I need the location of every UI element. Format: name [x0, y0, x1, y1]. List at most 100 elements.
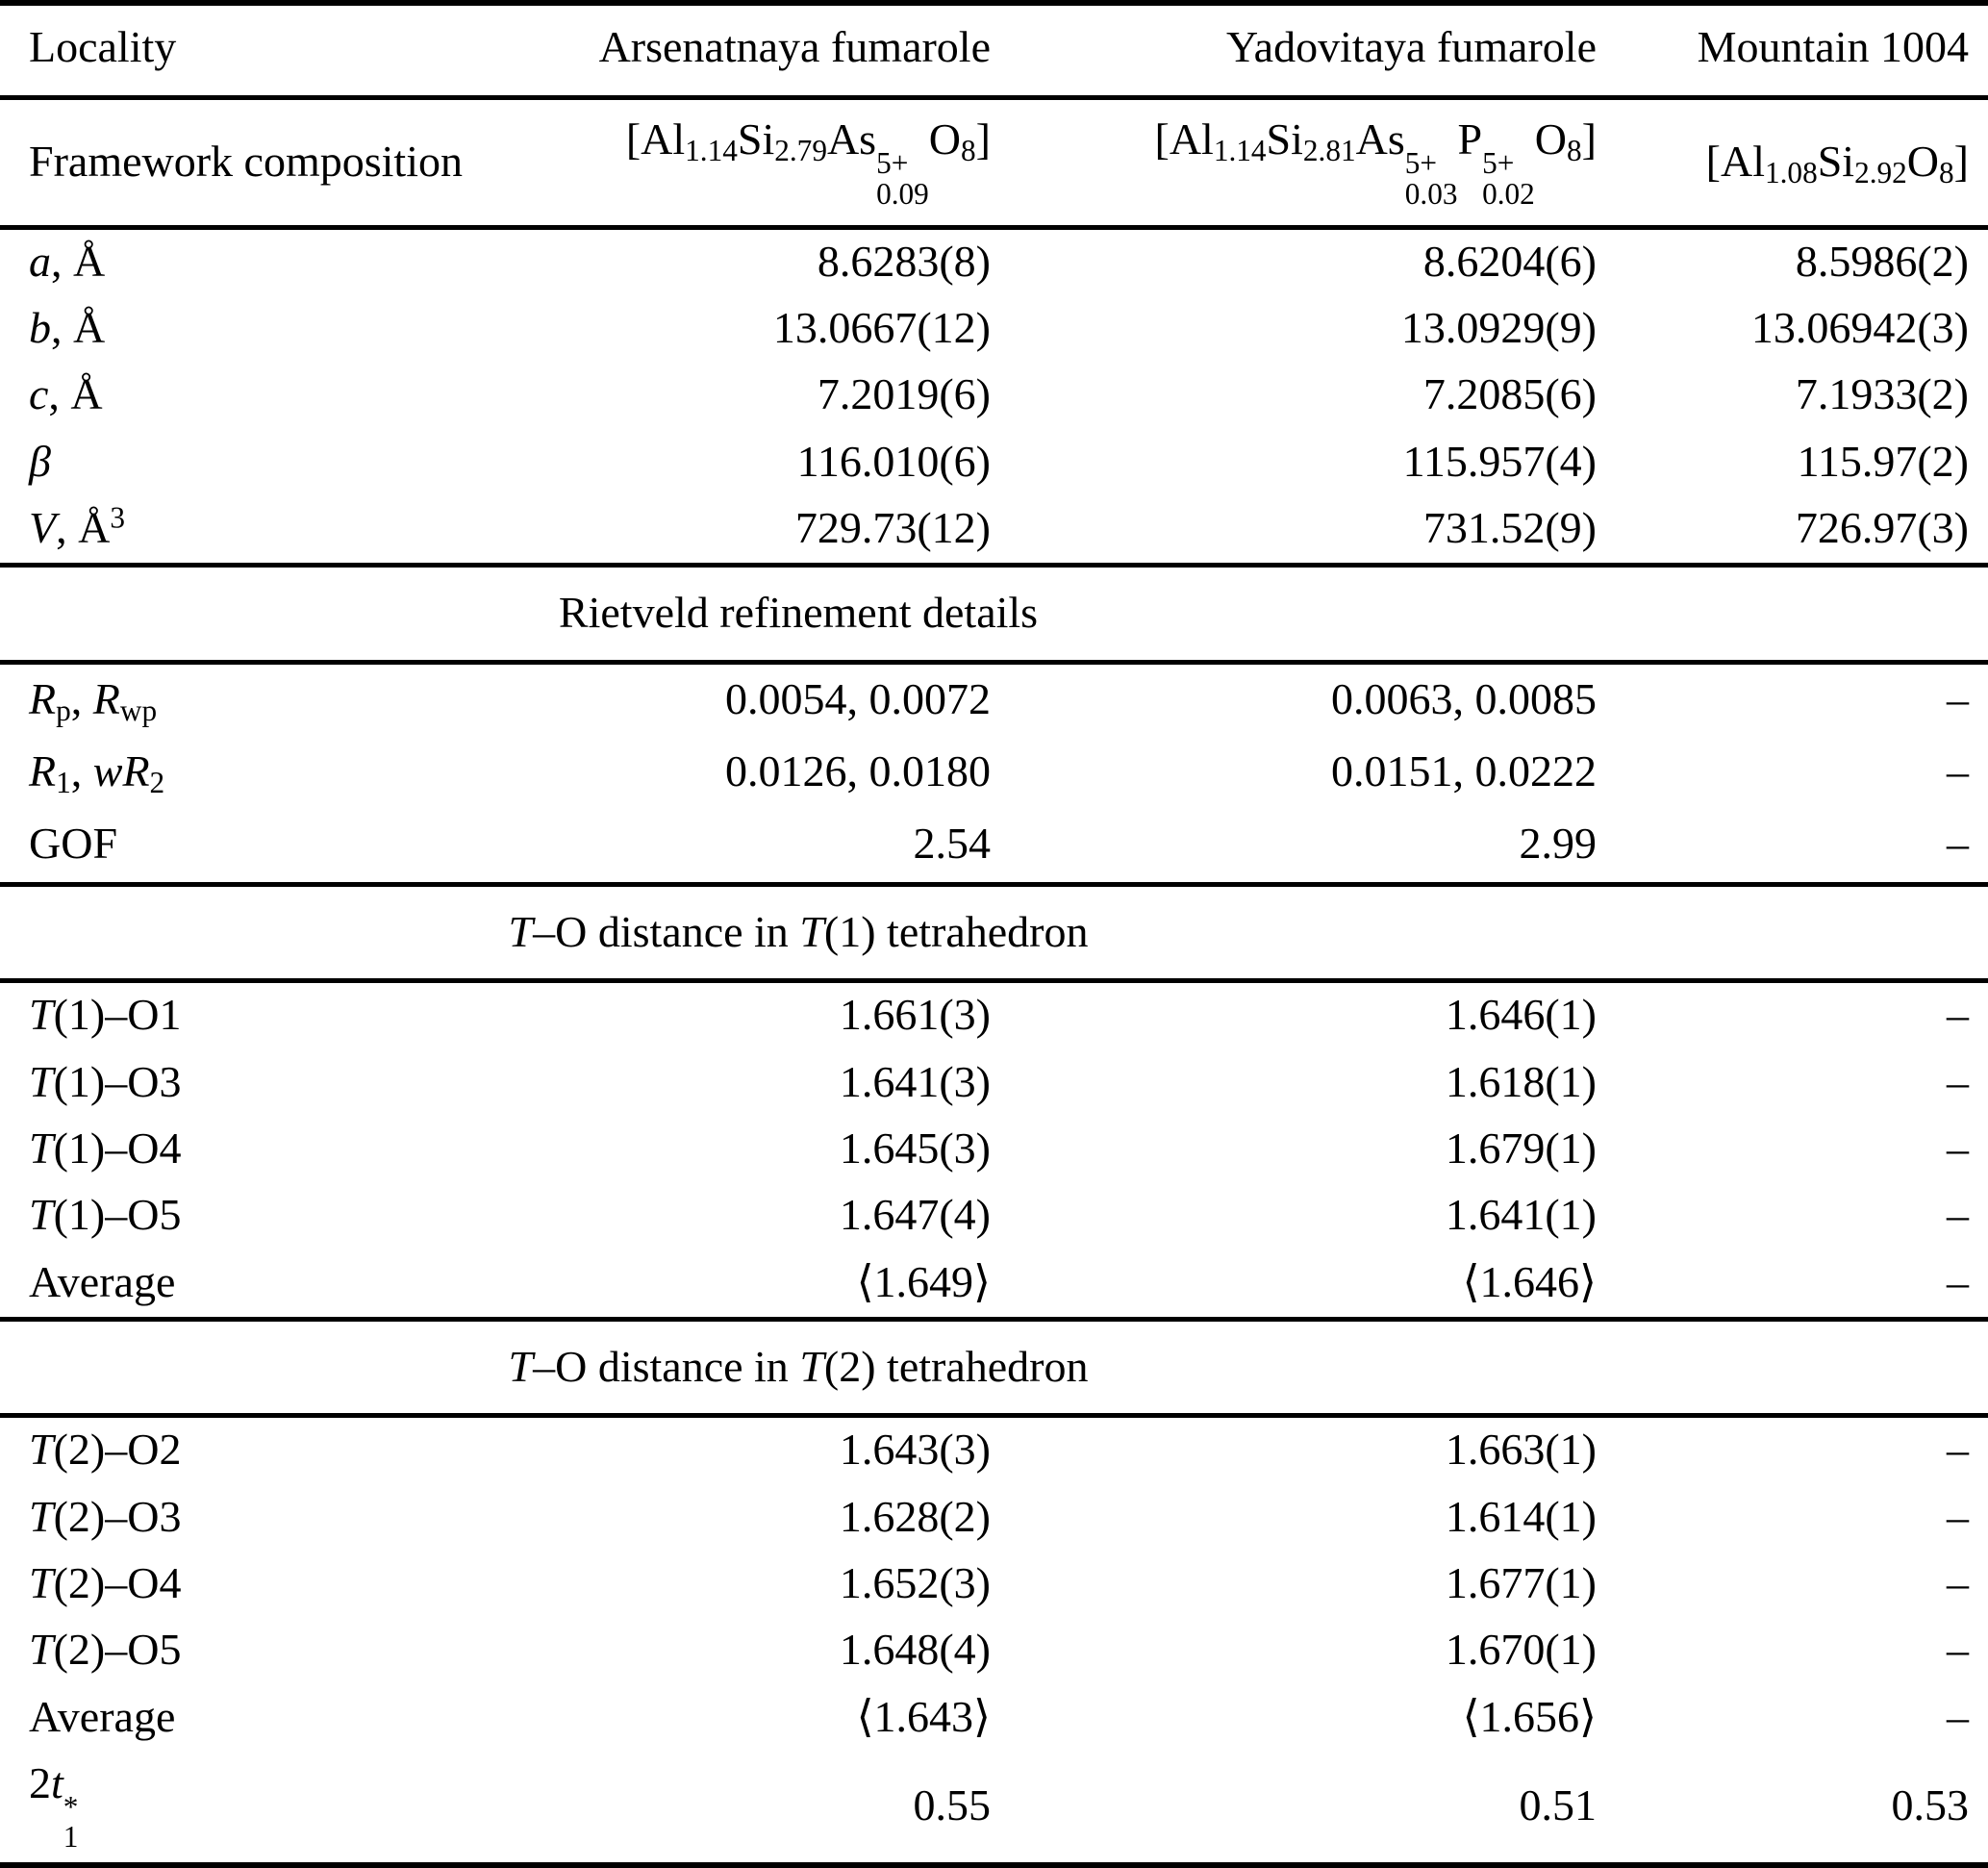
- row-a-value-3: 8.5986(2): [1597, 224, 1988, 296]
- row-gof-value-3: –: [1947, 819, 1969, 869]
- column-header-mountain-1004: Mountain 1004: [1697, 22, 1969, 71]
- stacked-script: 5+ 0.02: [1482, 147, 1535, 210]
- empty-cell: [1597, 881, 1988, 981]
- row-2t1-label: 2t * 1: [29, 1758, 79, 1855]
- row-t1-o1-value-2: 1.646(1): [991, 978, 1597, 1050]
- italic-text: R: [92, 673, 120, 723]
- row-b-value-1: 13.0667(12): [772, 302, 991, 352]
- column-header-yadovitaya-fumarole: Yadovitaya fumarole: [1226, 22, 1597, 71]
- italic-text: T: [29, 1625, 54, 1675]
- row-volume-label: V, Å3: [29, 500, 125, 552]
- row-framework-composition-value-1: [Al1.14Si2.79As 5+ 0.09 O8]: [500, 95, 991, 228]
- row-t2-o3-value-3: –: [1947, 1491, 1969, 1541]
- row-t1-o5-value-3: –: [1947, 1190, 1969, 1240]
- row-b-value-3: 13.06942(3): [1750, 302, 1969, 352]
- row-t2-o3-label: T(2)–O3: [29, 1491, 182, 1541]
- stacked-script: * 1: [63, 1791, 79, 1855]
- subscript-text: 2.79: [774, 134, 827, 168]
- subscript-text: 2.92: [1854, 156, 1907, 190]
- row-t2-average-value-2: ⟨1.656⟩: [1462, 1691, 1597, 1741]
- row-framework-composition-value-3: [Al1.08Si2.92O8]: [1597, 95, 1988, 228]
- section-t2-distances: T–O distance in T(2) tetrahedron: [0, 1316, 1988, 1416]
- row-t1-o4-label: T(1)–O4: [29, 1123, 182, 1173]
- subscript-text: p: [56, 693, 71, 727]
- row-framework-composition-label: Framework composition: [0, 95, 500, 228]
- row-b-value-2: 13.0929(9): [1400, 302, 1597, 352]
- italic-text: R: [29, 673, 57, 723]
- row-t1-o5-value-2: 1.641(1): [1445, 1190, 1597, 1240]
- italic-text: T: [29, 1056, 54, 1106]
- subscript-text: 1.14: [685, 134, 738, 168]
- row-2t1-value-1: 0.55: [913, 1780, 992, 1830]
- subscript-text: 8: [961, 134, 976, 168]
- row-t1-o1-label: T(1)–O1: [0, 978, 500, 1050]
- row-t2-average-label: Average: [29, 1691, 176, 1741]
- row-t2-o2-value-1: 1.643(3): [500, 1413, 991, 1485]
- row-t1-average-label: Average: [29, 1256, 176, 1306]
- row-volume-value-3: 726.97(3): [1795, 503, 1969, 552]
- subscript-text: 1.08: [1764, 156, 1818, 190]
- row-rp-rwp-value-3: –: [1597, 659, 1988, 738]
- row-t2-o4-label: T(2)–O4: [29, 1558, 182, 1608]
- italic-text: t: [51, 1758, 63, 1808]
- table-body: Framework composition [Al1.14Si2.79As 5+ 0.…: [0, 95, 1988, 1865]
- subscript-text: 1: [56, 765, 71, 799]
- row-t2-o2-value-2: 1.663(1): [991, 1413, 1597, 1485]
- row-t2-o3-value-1: 1.628(2): [839, 1491, 991, 1541]
- row-t1-o1: T(1)–O1 1.661(3) 1.646(1) –: [0, 978, 1988, 1050]
- row-t1-o3-value-1: 1.641(3): [839, 1056, 991, 1106]
- row-gof-value-2: 2.99: [1519, 819, 1598, 869]
- empty-cell: [1597, 1316, 1988, 1416]
- row-2t1: 2t * 1 0.55 0.51 0.53: [0, 1752, 1988, 1865]
- row-t1-average-value-1: ⟨1.649⟩: [856, 1256, 991, 1306]
- row-t2-o5-label: T(2)–O5: [29, 1625, 182, 1675]
- row-a-label: a, Å: [0, 224, 500, 296]
- row-b: b, Å 13.0667(12) 13.0929(9) 13.06942(3): [0, 296, 1988, 363]
- row-t1-o4-value-3: –: [1947, 1123, 1969, 1173]
- italic-text: β: [29, 436, 51, 486]
- stack-subscript: 0.03: [1404, 176, 1458, 211]
- row-t2-o4-value-1: 1.652(3): [839, 1558, 991, 1608]
- italic-text: R: [122, 746, 150, 796]
- italic-text: V: [29, 503, 57, 552]
- column-header-locality: Locality: [29, 22, 177, 71]
- row-t1-average-value-3: –: [1947, 1256, 1969, 1306]
- italic-text: c: [29, 369, 49, 419]
- row-beta-label: β: [0, 430, 500, 496]
- row-gof-value-1: 2.54: [913, 819, 992, 869]
- italic-text: T: [29, 1123, 54, 1173]
- row-volume-value-1: 729.73(12): [794, 503, 991, 552]
- row-rp-rwp-label: Rp, Rwp: [0, 659, 500, 738]
- row-t1-o4-value-1: 1.645(3): [839, 1123, 991, 1173]
- row-t1-o1-value-3: –: [1597, 978, 1988, 1050]
- row-gof-label: GOF: [29, 819, 118, 869]
- row-t2-o5: T(2)–O5 1.648(4) 1.670(1) –: [0, 1618, 1988, 1684]
- row-t1-average-value-2: ⟨1.646⟩: [1462, 1256, 1597, 1306]
- row-framework-composition: Framework composition [Al1.14Si2.79As 5+ 0.…: [0, 95, 1988, 228]
- italic-text: T: [29, 990, 54, 1040]
- row-c: c, Å 7.2019(6) 7.2085(6) 7.1933(2): [0, 363, 1988, 429]
- stack-subscript: 1: [63, 1820, 79, 1855]
- row-t1-o3-label: T(1)–O3: [29, 1056, 182, 1106]
- row-c-label: c, Å: [29, 369, 103, 419]
- row-volume: V, Å3 729.73(12) 731.52(9) 726.97(3): [0, 496, 1988, 566]
- column-header-arsenatnaya-fumarole: Arsenatnaya fumarole: [598, 22, 991, 71]
- row-rp-rwp-value-2: 0.0063, 0.0085: [991, 659, 1597, 738]
- empty-cell: [1597, 563, 1988, 663]
- subscript-text: 8: [1567, 134, 1582, 168]
- italic-text: b: [29, 302, 51, 352]
- row-a-value-1: 8.6283(8): [500, 224, 991, 296]
- stack-superscript: 5+: [876, 145, 909, 180]
- row-r1-wr2-value-1: 0.0126, 0.0180: [725, 746, 991, 796]
- row-r1-wr2-label: R1, wR2: [29, 746, 165, 799]
- italic-text: T: [799, 1341, 824, 1391]
- italic-text: w: [92, 746, 123, 796]
- italic-text: T: [29, 1190, 54, 1240]
- row-c-value-2: 7.2085(6): [1422, 369, 1597, 419]
- row-beta-value-2: 115.957(4): [1402, 436, 1597, 486]
- row-t2-o4-value-2: 1.677(1): [1445, 1558, 1597, 1608]
- italic-text: T: [508, 906, 534, 956]
- section-rietveld-refinement-details: Rietveld refinement details: [0, 563, 1988, 663]
- row-2t1-value-2: 0.51: [1519, 1780, 1598, 1830]
- italic-text: T: [799, 906, 824, 956]
